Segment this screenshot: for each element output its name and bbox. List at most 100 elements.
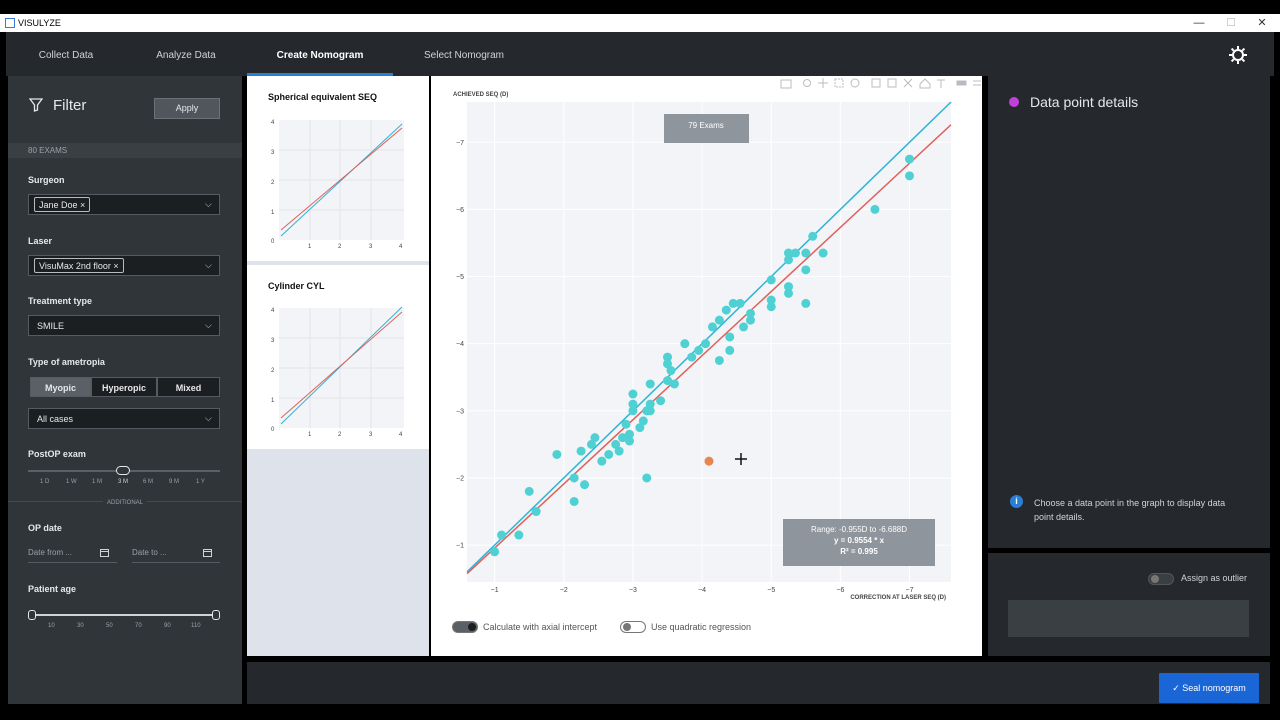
camera-icon[interactable] <box>780 79 792 89</box>
laser-select[interactable]: VisuMax 2nd floor × ⌵ <box>28 255 220 276</box>
data-point <box>818 248 828 258</box>
x-tick-label: −4 <box>698 587 706 594</box>
chevron-down-icon: ⌵ <box>205 260 212 270</box>
y-tick-label: −2 <box>456 475 464 482</box>
postop-ticks: 1 D 1 W 1 M 3 M 6 M 9 M 1 Y <box>28 479 220 487</box>
date-from-input[interactable]: Date from ... <box>28 546 117 563</box>
calendar-icon[interactable] <box>203 548 212 557</box>
zoom-icon[interactable] <box>803 79 811 87</box>
data-point <box>531 507 541 517</box>
lasso-icon[interactable] <box>850 78 860 88</box>
data-point <box>745 308 755 318</box>
age-slider-min-handle[interactable] <box>28 610 36 620</box>
seq-mini-chart-card[interactable]: Spherical equivalent SEQ 4 3 2 1 0 1 2 3… <box>247 76 429 261</box>
tab-analyze-data[interactable]: Analyze Data <box>156 50 216 61</box>
home-icon[interactable] <box>919 78 931 89</box>
segment-myopic[interactable]: Myopic <box>30 377 91 397</box>
minimize-button[interactable]: — <box>1193 17 1205 29</box>
laser-chip[interactable]: VisuMax 2nd floor × <box>34 258 124 273</box>
spike-lines-icon[interactable] <box>937 79 945 88</box>
data-point <box>628 389 638 399</box>
seq-mini-chart: 4 3 2 1 0 1 2 3 4 <box>271 120 404 249</box>
age-tick: 30 <box>77 623 84 629</box>
data-point <box>590 433 600 443</box>
mini-ytick: 2 <box>271 368 275 374</box>
mini-ytick: 0 <box>271 427 275 433</box>
close-button[interactable]: ✕ <box>1257 17 1267 29</box>
data-point <box>680 339 690 349</box>
data-point <box>624 429 634 439</box>
apply-button[interactable]: Apply <box>154 98 220 119</box>
assign-outlier-label: Assign as outlier <box>1181 573 1248 583</box>
surgeon-chip[interactable]: Jane Doe × <box>34 197 91 212</box>
data-point <box>714 355 724 365</box>
data-point <box>784 282 794 292</box>
postop-tick: 3 M <box>118 479 129 485</box>
mini-ytick: 1 <box>271 398 275 404</box>
zoom-out-icon[interactable] <box>887 78 897 88</box>
data-point <box>745 315 755 325</box>
identity-line <box>466 101 952 573</box>
laser-chip-label: VisuMax 2nd floor <box>39 261 111 271</box>
outlier-note-field[interactable] <box>1008 600 1249 637</box>
postop-slider-handle[interactable] <box>116 466 130 475</box>
details-hint: Choose a data point in the graph to disp… <box>1034 496 1225 524</box>
data-point <box>514 530 524 540</box>
date-to-input[interactable]: Date to ... <box>132 546 220 563</box>
surgeon-chip-label: Jane Doe <box>39 200 78 210</box>
segment-mixed[interactable]: Mixed <box>157 377 220 397</box>
box-select-icon[interactable] <box>834 78 844 88</box>
cases-select[interactable]: All cases ⌵ <box>28 408 220 429</box>
surgeon-select[interactable]: Jane Doe × ⌵ <box>28 194 220 215</box>
autoscale-icon[interactable] <box>903 78 913 88</box>
data-point <box>739 322 749 332</box>
segment-hyperopic[interactable]: Hyperopic <box>91 377 157 397</box>
axial-intercept-toggle[interactable] <box>452 621 478 633</box>
tab-create-nomogram[interactable]: Create Nomogram <box>276 50 364 61</box>
quadratic-regression-toggle[interactable] <box>620 621 646 633</box>
hover-closest-icon[interactable] <box>956 80 967 86</box>
x-tick-label: −5 <box>767 587 775 594</box>
mini-xtick: 2 <box>338 244 342 249</box>
pan-icon[interactable] <box>818 78 828 88</box>
regression-annotation: Range: -0.955D to -6.688D y = 0.9554 * x… <box>783 519 935 566</box>
mini-ytick: 1 <box>271 210 275 216</box>
remove-chip-icon[interactable]: × <box>80 200 86 210</box>
data-point <box>701 339 711 349</box>
postop-tick: 9 M <box>169 479 180 485</box>
seal-nomogram-button[interactable]: ✓ Seal nomogram <box>1159 673 1259 703</box>
tab-select-nomogram[interactable]: Select Nomogram <box>423 50 505 61</box>
treatment-value: SMILE <box>37 321 65 331</box>
seq-mini-chart-title: Spherical equivalent SEQ <box>268 92 378 102</box>
cyl-mini-chart-card[interactable]: Cylinder CYL 4 3 2 1 0 1 2 3 4 <box>247 265 429 449</box>
tab-collect-data[interactable]: Collect Data <box>38 50 94 61</box>
data-point <box>666 366 676 376</box>
cases-value: All cases <box>37 414 74 424</box>
data-point <box>766 295 776 305</box>
annotation-equation: y = 0.9554 * x <box>834 536 885 545</box>
assign-outlier-toggle[interactable] <box>1148 573 1174 585</box>
mini-xtick: 1 <box>308 432 312 437</box>
remove-chip-icon[interactable]: × <box>113 261 119 271</box>
calendar-icon[interactable] <box>100 548 109 557</box>
treatment-label: Treatment type <box>28 296 93 306</box>
gear-icon[interactable] <box>1228 45 1248 65</box>
bottom-action-bar <box>247 662 1270 704</box>
postop-tick: 6 M <box>143 479 154 485</box>
data-point <box>801 265 811 275</box>
postop-tick: 1 M <box>92 479 103 485</box>
laser-label: Laser <box>28 236 53 246</box>
exam-count-badge: 79 Exams <box>664 114 749 143</box>
hover-compare-icon[interactable] <box>973 80 981 86</box>
mini-xtick: 3 <box>369 244 373 249</box>
active-tab-indicator <box>247 73 393 76</box>
age-slider-max-handle[interactable] <box>212 610 220 620</box>
mini-ytick: 3 <box>271 338 275 344</box>
zoom-in-icon[interactable] <box>871 78 881 88</box>
data-point <box>635 423 645 433</box>
main-scatter-chart[interactable]: −1 −2 −3 −4 −5 −6 −7 −1 −2 −3 −4 −5 −6 −7 ACHIEVED SE… <box>431 76 982 616</box>
age-slider-track[interactable] <box>33 614 216 616</box>
maximize-button[interactable]: ☐ <box>1226 17 1236 29</box>
data-point <box>490 547 500 557</box>
treatment-select[interactable]: SMILE ⌵ <box>28 315 220 336</box>
